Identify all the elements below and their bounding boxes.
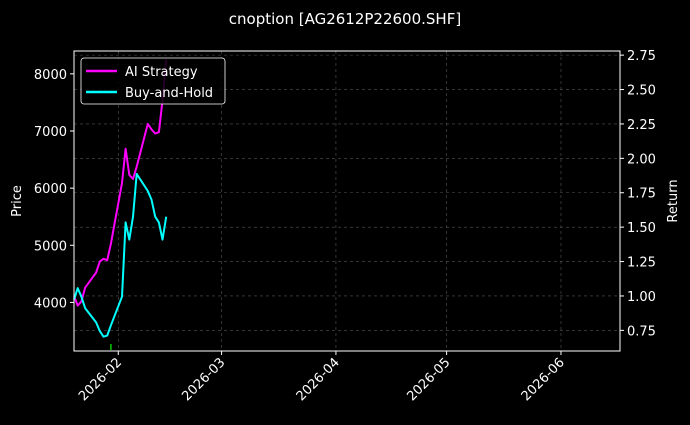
y2-axis-label: Return [666, 179, 681, 222]
y2-tick-label: 1.25 [627, 256, 656, 271]
series-line-ai-strategy [73, 59, 168, 307]
x-tick-label: 2026-04 [294, 355, 343, 404]
y-tick-label: 8000 [34, 68, 67, 83]
x-tick-label: 2026-03 [179, 355, 228, 404]
y2-tick-label: 1.50 [627, 221, 656, 236]
x-axis: 2026-02 2026-03 2026-04 2026-05 2026-06 [76, 351, 568, 404]
y2-tick-label: 2.25 [627, 118, 656, 133]
x-tick-label: 2026-02 [76, 355, 125, 404]
y-tick-label: 6000 [34, 182, 67, 197]
y-tick-label: 4000 [34, 296, 67, 311]
x-tick-label: 2026-06 [519, 355, 568, 404]
y2-tick-label: 2.75 [627, 49, 656, 64]
series-layer [73, 59, 168, 350]
left-axis: 4000 5000 6000 7000 8000 [34, 68, 74, 311]
y2-tick-label: 2.00 [627, 152, 656, 167]
plot-frame [73, 50, 621, 352]
series-line-buy-and-hold [73, 172, 168, 338]
y2-tick-label: 0.75 [627, 324, 656, 339]
legend-label: AI Strategy [125, 65, 198, 80]
y-tick-label: 7000 [34, 125, 67, 140]
legend: AI Strategy Buy-and-Hold [80, 57, 226, 105]
y2-tick-label: 2.50 [627, 84, 656, 99]
x-tick-label: 2026-05 [404, 355, 453, 404]
right-axis: 0.75 1.00 1.25 1.50 1.75 2.00 2.25 2.50 2.75 [620, 49, 656, 339]
legend-label: Buy-and-Hold [125, 86, 213, 101]
chart-title: cnoption [AG2612P22600.SHF] [229, 10, 461, 28]
y-tick-label: 5000 [34, 239, 67, 254]
y2-tick-label: 1.75 [627, 187, 656, 202]
y2-tick-label: 1.00 [627, 290, 656, 305]
y-axis-label: Price [10, 185, 25, 217]
